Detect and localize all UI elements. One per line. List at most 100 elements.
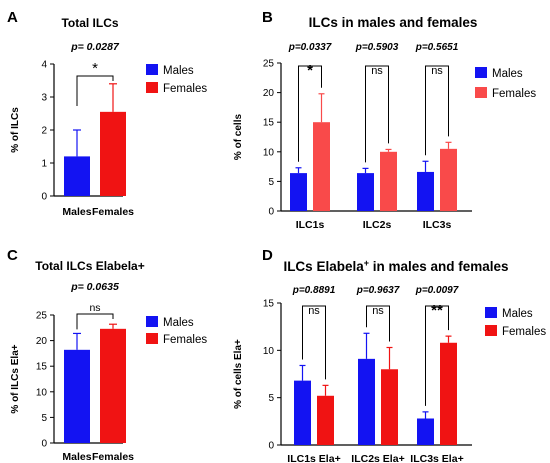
bar-females xyxy=(380,151,397,211)
y-tick-label: 5 xyxy=(41,413,47,424)
legend-swatch xyxy=(475,67,487,78)
y-axis-label: % of cells xyxy=(233,114,244,161)
legend-swatch xyxy=(146,316,158,327)
legend-swatch xyxy=(146,64,158,75)
x-tick-label: ILC3s xyxy=(423,219,452,231)
p-value: p=0.5903 xyxy=(355,42,399,53)
significance-bracket xyxy=(76,313,114,330)
chart-title-rest: in males and females xyxy=(369,259,509,274)
y-tick-label: 5 xyxy=(268,393,274,404)
x-tick-label: ILC3s Ela+ xyxy=(410,453,463,463)
significance-bracket xyxy=(366,305,390,342)
bar-males xyxy=(358,358,375,445)
x-tick-label: Females xyxy=(92,451,134,463)
bar-females xyxy=(100,111,126,196)
p-value: p= 0.0287 xyxy=(70,41,120,53)
legend-swatch xyxy=(485,307,497,318)
p-value: p=0.5651 xyxy=(415,42,459,53)
legend-swatch xyxy=(485,325,497,336)
y-tick-label: 10 xyxy=(263,147,275,158)
significance-label: ns xyxy=(308,305,320,317)
significance-label: * xyxy=(92,60,98,77)
bar-males xyxy=(64,349,90,443)
panel-label-C: C xyxy=(7,247,18,264)
x-tick-label: Males xyxy=(62,206,91,218)
significance-bracket xyxy=(425,65,449,156)
y-tick-label: 0 xyxy=(41,439,47,450)
x-tick-label: ILC2s xyxy=(363,219,392,231)
p-value: p= 0.0635 xyxy=(70,281,119,293)
p-value: p=0.9637 xyxy=(356,285,400,296)
y-axis-label: % of ILCs Ela+ xyxy=(10,344,21,413)
y-tick-label: 0 xyxy=(268,441,274,452)
y-axis-label: % of ILCs xyxy=(10,107,21,153)
bar-males xyxy=(417,418,434,445)
significance-label: ns xyxy=(372,305,384,317)
legend-label: Males xyxy=(502,308,533,320)
legend-label: Males xyxy=(163,65,194,77)
chart-title: Total ILCs Elabela+ xyxy=(35,259,144,273)
y-tick-label: 10 xyxy=(263,346,275,357)
x-tick-label: ILC1s xyxy=(296,219,325,231)
legend-label: Males xyxy=(163,317,194,329)
x-tick-label: ILC2s Ela+ xyxy=(351,453,404,463)
y-tick-label: 20 xyxy=(263,88,275,99)
legend-swatch xyxy=(146,82,158,93)
significance-bracket xyxy=(425,305,449,406)
bar-females xyxy=(440,148,457,211)
y-tick-label: 1 xyxy=(41,159,47,170)
panel-label-D: D xyxy=(262,247,273,264)
y-tick-label: 2 xyxy=(41,126,47,137)
significance-bracket xyxy=(76,75,114,106)
y-tick-label: 0 xyxy=(268,207,274,218)
bar-females xyxy=(313,122,330,211)
y-tick-label: 10 xyxy=(36,387,48,398)
y-tick-label: 15 xyxy=(263,118,275,129)
y-axis-label: % of cells Ela+ xyxy=(233,339,244,409)
bar-males xyxy=(357,173,374,211)
legend-label: Females xyxy=(163,83,207,95)
x-tick-label: ILC1s Ela+ xyxy=(287,453,340,463)
y-tick-label: 25 xyxy=(263,59,275,70)
y-tick-label: 0 xyxy=(41,192,47,203)
x-tick-label: Females xyxy=(92,206,134,218)
chart-title-sup: + xyxy=(364,258,369,268)
legend-label: Females xyxy=(502,326,546,338)
chart-title: Total ILCs xyxy=(61,16,118,30)
significance-bracket xyxy=(298,65,322,162)
panel-label-B: B xyxy=(262,9,273,26)
bar-males xyxy=(417,171,434,211)
y-tick-label: 25 xyxy=(36,311,48,322)
legend-label: Males xyxy=(492,68,523,80)
chart-title: ILCs in males and females xyxy=(309,15,478,30)
bar-females xyxy=(381,369,398,445)
significance-label: * xyxy=(307,62,313,79)
y-tick-label: 20 xyxy=(36,336,48,347)
p-value: p=0.0097 xyxy=(415,285,459,296)
y-tick-label: 15 xyxy=(36,362,48,373)
legend-label: Females xyxy=(492,88,536,100)
y-tick-label: 3 xyxy=(41,93,47,104)
chart-title-main: ILCs Elabela xyxy=(283,259,364,274)
significance-label: ** xyxy=(431,302,443,319)
bar-males xyxy=(290,173,307,211)
bar-females xyxy=(440,342,457,445)
bar-males xyxy=(64,156,90,196)
significance-label: ns xyxy=(431,65,443,77)
y-tick-label: 15 xyxy=(263,299,275,310)
significance-label: ns xyxy=(89,302,100,314)
y-tick-label: 4 xyxy=(41,60,47,71)
legend-label: Females xyxy=(163,334,207,346)
chart-title: ILCs Elabela+ in males and females xyxy=(283,258,508,274)
x-tick-label: Males xyxy=(62,451,91,463)
significance-bracket xyxy=(302,305,326,380)
bar-females xyxy=(317,395,334,445)
legend-swatch xyxy=(475,87,487,98)
significance-label: ns xyxy=(371,65,383,77)
panel-label-A: A xyxy=(7,9,18,26)
legend-swatch xyxy=(146,333,158,344)
bar-females xyxy=(100,328,126,443)
significance-bracket xyxy=(365,65,389,163)
p-value: p=0.0337 xyxy=(288,42,332,53)
